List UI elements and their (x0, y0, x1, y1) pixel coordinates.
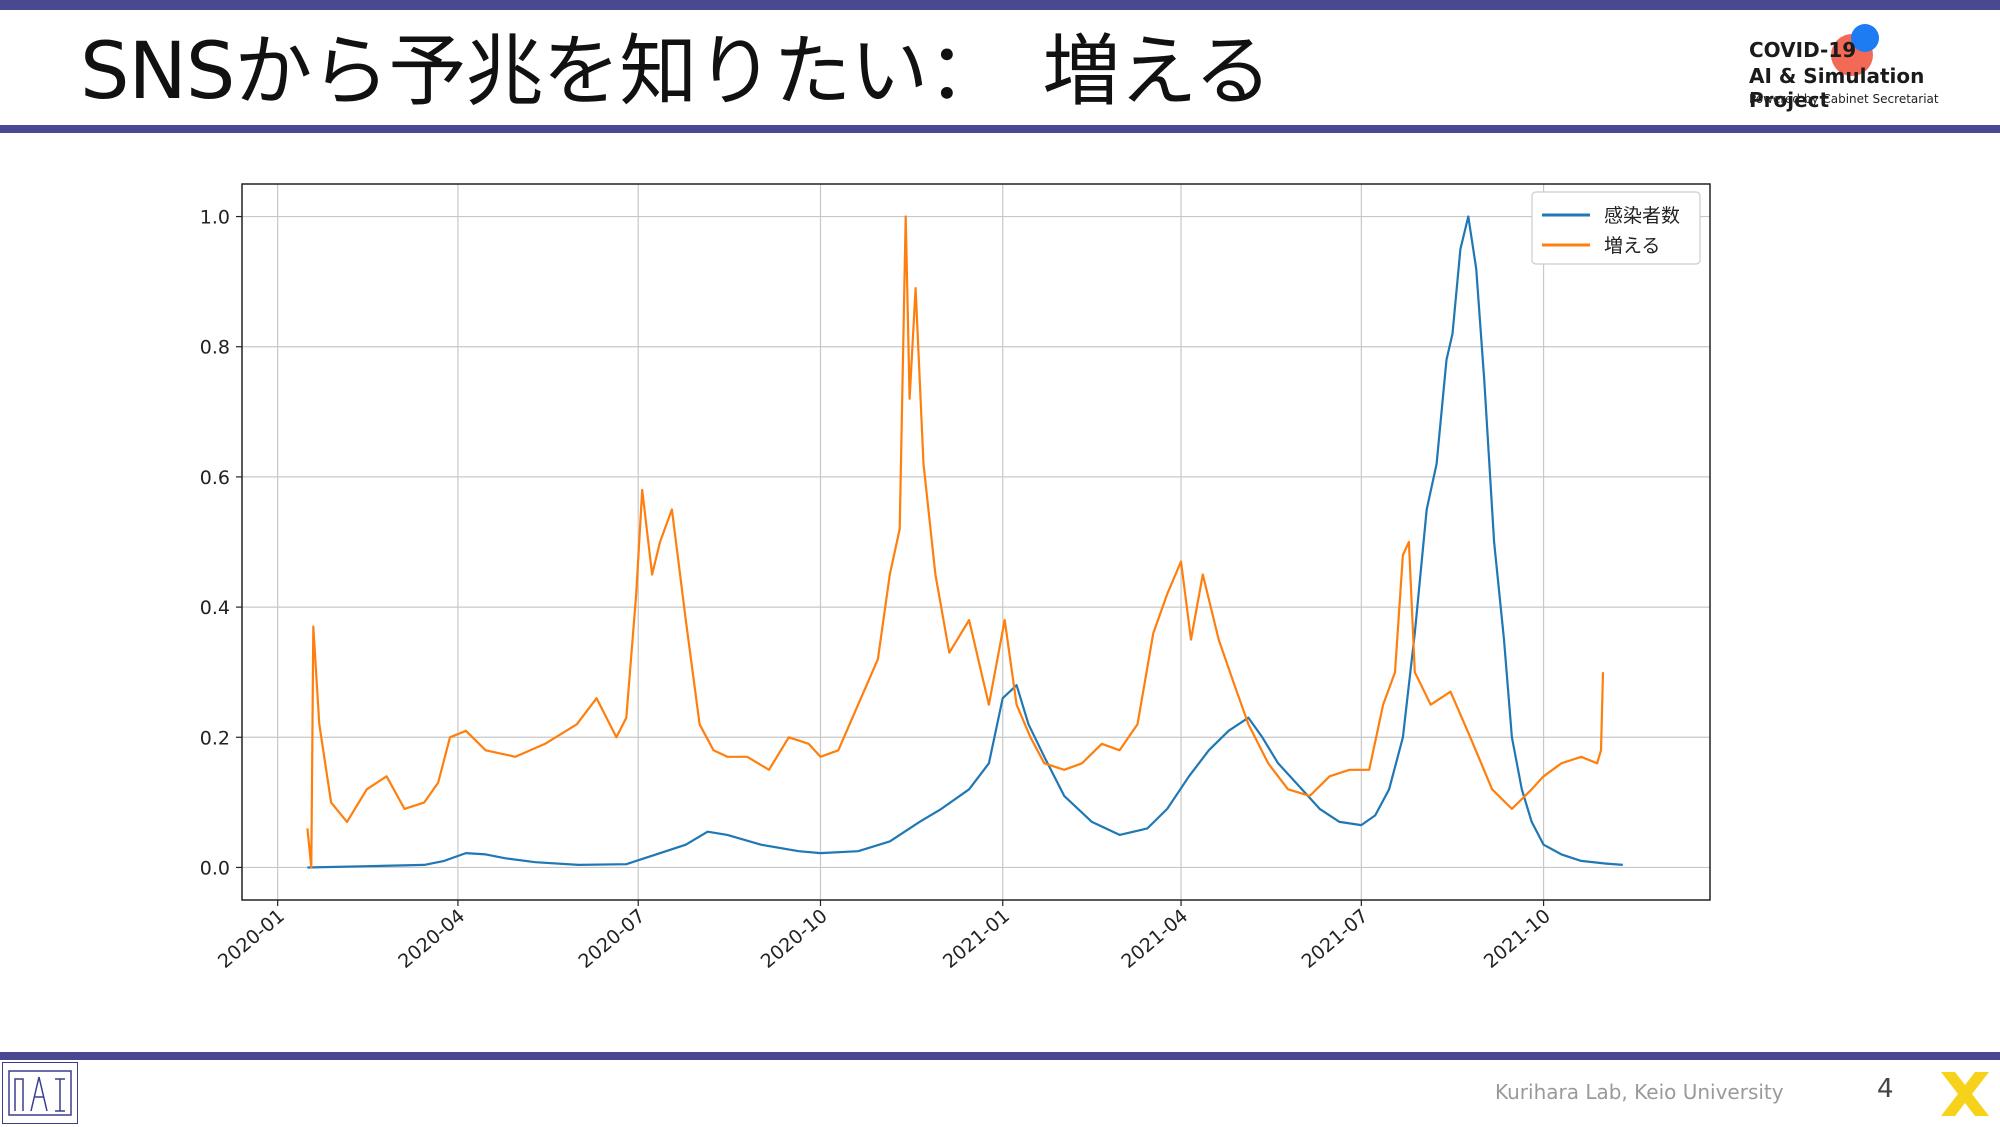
project-logo: COVID-19 AI & Simulation Project Powered… (1745, 20, 1990, 120)
x-tick-label: 2021-10 (1480, 905, 1555, 973)
logo-line-2: AI & Simulation Project (1749, 64, 1925, 112)
y-tick-label: 1.0 (200, 207, 230, 229)
x-tick-label: 2020-07 (574, 905, 649, 973)
y-tick-label: 0.0 (200, 857, 230, 879)
top-accent-bar (0, 0, 2000, 10)
x-tick-label: 2020-04 (394, 905, 469, 973)
slide-title: SNSから予兆を知りたい： 増える (80, 27, 1272, 117)
x-tick-label: 2021-07 (1298, 905, 1373, 973)
bottom-accent-bar (0, 1052, 2000, 1060)
y-tick-label: 0.6 (200, 467, 230, 489)
x-tick-label: 2021-01 (939, 905, 1014, 973)
x-mark-icon (1935, 1068, 1995, 1120)
series-line (307, 215, 1623, 869)
chart-container: 0.0 0.2 0.4 0.6 0.8 1.0 2020-01 2020-04 2020-07 2… (170, 160, 1730, 1020)
legend-label: 増える (1604, 235, 1660, 257)
logo-blue-dot (1851, 24, 1879, 52)
legend-label: 感染者数 (1604, 205, 1680, 227)
x-tick-label: 2021-04 (1117, 905, 1192, 973)
page-number: 4 (1877, 1074, 1894, 1104)
title-underline-bar (0, 125, 2000, 133)
footer-lab-name: Kurihara Lab, Keio University (1495, 1080, 1784, 1104)
logo-line-1: COVID-19 (1749, 38, 1857, 62)
plot-frame (241, 183, 1711, 901)
y-tick-label: 0.4 (200, 597, 230, 619)
logo-line-3: Powered by Cabinet Secretariat (1749, 92, 1939, 106)
line-chart: 0.0 0.2 0.4 0.6 0.8 1.0 2020-01 2020-04 2020-07 2… (200, 183, 1711, 973)
y-tick-label: 0.8 (200, 337, 230, 359)
x-tick-label: 2020-10 (757, 905, 832, 973)
lab-logo-icon (2, 1062, 78, 1124)
y-tick-label: 0.2 (200, 727, 230, 749)
series-line (306, 215, 1605, 869)
x-tick-label: 2020-01 (214, 905, 289, 973)
